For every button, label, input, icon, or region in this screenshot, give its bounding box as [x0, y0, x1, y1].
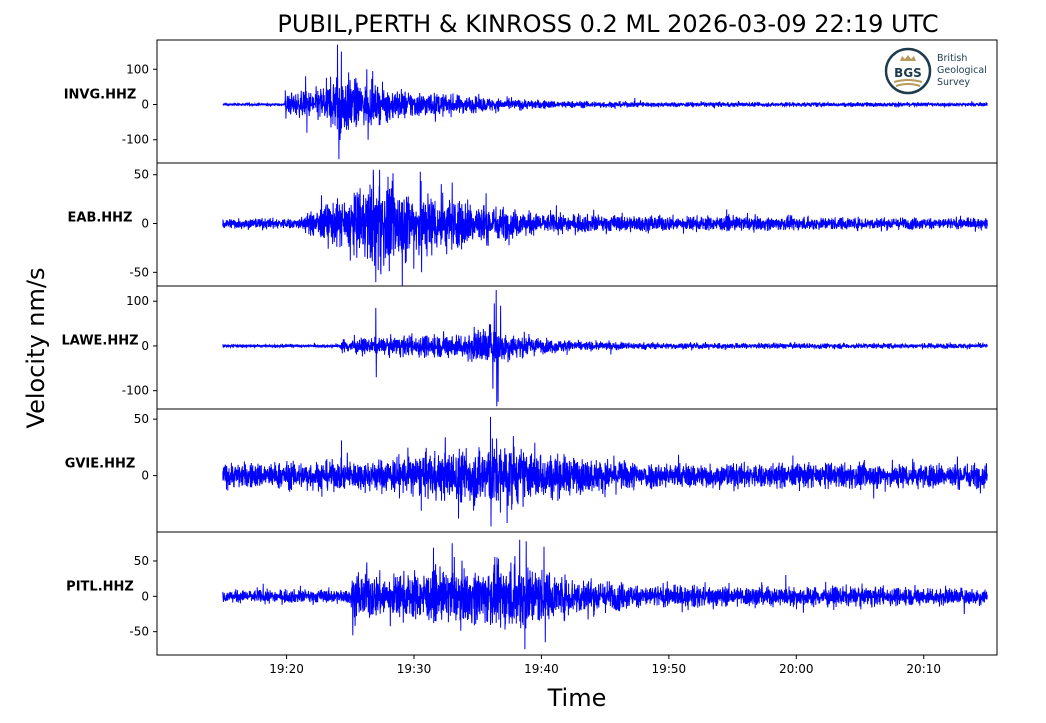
- station-label: INVG.HHZ: [64, 88, 137, 103]
- logo-name-line-1: British: [937, 53, 967, 64]
- y-tick-label: 0: [141, 589, 149, 603]
- panels: 100 0 -100 INVG.HHZ 50 0 -50 EAB.HHZ 100 0 -100 LAW…: [61, 39, 998, 656]
- panel-frame: [156, 531, 998, 656]
- y-tick-label: 0: [141, 469, 149, 483]
- x-axis-label: Time: [547, 684, 607, 712]
- x-tick-label: 19:40: [524, 662, 559, 676]
- y-tick-label: -100: [122, 133, 149, 147]
- waveform-trace: [222, 289, 988, 407]
- panel-invg-hhz: 100 0 -100 INVG.HHZ: [64, 39, 998, 164]
- waveform-trace: [222, 539, 988, 650]
- landscape-icon: [893, 79, 923, 87]
- panel-frame: [156, 39, 998, 164]
- panel-pitl-hhz: 50 0 -50 PITL.HHZ: [66, 531, 998, 656]
- x-tick-label: 20:00: [779, 662, 814, 676]
- crown-icon: [900, 55, 916, 61]
- bgs-logo: BGS British Geological Survey: [884, 47, 987, 95]
- y-tick-label: 50: [134, 412, 149, 426]
- station-label: GVIE.HHZ: [65, 457, 136, 472]
- x-axis-ticks: 19:20 19:30 19:40 19:50 20:00 20:10: [269, 655, 941, 676]
- waveform-trace: [222, 169, 988, 287]
- panel-gvie-hhz: 50 0 GVIE.HHZ: [65, 408, 998, 533]
- y-tick-label: 100: [126, 62, 149, 76]
- waveform-trace: [222, 44, 988, 160]
- x-tick-label: 19:50: [652, 662, 687, 676]
- waveform-trace: [222, 416, 988, 527]
- y-tick-label: 50: [134, 168, 149, 182]
- y-tick-label: 0: [141, 339, 149, 353]
- y-tick-label: 0: [141, 217, 149, 231]
- panel-lawe-hhz: 100 0 -100 LAWE.HHZ: [61, 285, 998, 410]
- y-tick-label: 0: [141, 97, 149, 111]
- x-tick-label: 20:10: [906, 662, 941, 676]
- station-label: EAB.HHZ: [68, 211, 133, 226]
- panel-eab-hhz: 50 0 -50 EAB.HHZ: [68, 162, 998, 287]
- logo-name-line-3: Survey: [937, 77, 970, 88]
- logo-bgs-text: BGS: [894, 66, 922, 80]
- y-tick-label: 100: [126, 294, 149, 308]
- logo-name-line-2: Geological: [937, 65, 987, 76]
- y-axis-label: Velocity nm/s: [22, 268, 50, 429]
- chart-title: PUBIL,PERTH & KINROSS 0.2 ML 2026-03-09 …: [277, 10, 938, 38]
- y-tick-label: -50: [129, 625, 149, 639]
- x-tick-label: 19:20: [269, 662, 304, 676]
- y-tick-label: -50: [129, 265, 149, 279]
- y-tick-label: 50: [134, 554, 149, 568]
- station-label: PITL.HHZ: [66, 580, 134, 595]
- station-label: LAWE.HHZ: [61, 334, 138, 349]
- y-tick-label: -100: [122, 384, 149, 398]
- x-tick-label: 19:30: [397, 662, 432, 676]
